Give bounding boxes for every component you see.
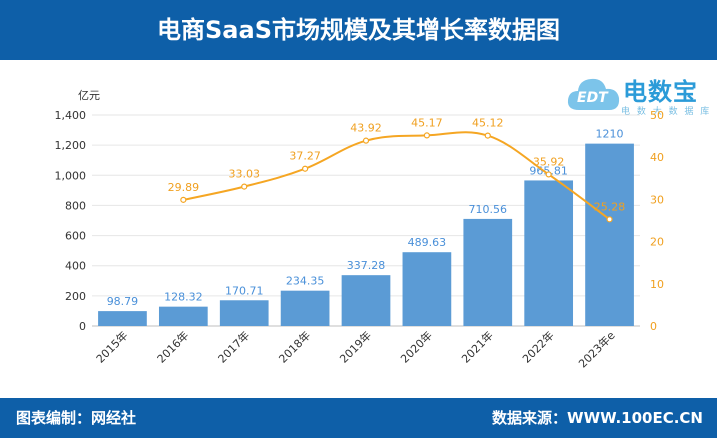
edt-logo: EDT 电数宝 电 数 大 数 据 库: [565, 66, 715, 126]
bar: [524, 180, 574, 326]
bar-value-label: 170.71: [225, 284, 264, 297]
x-tick-label: 2023年e: [575, 328, 617, 370]
x-tick-label: 2019年: [337, 328, 374, 365]
x-tick-label: 2016年: [154, 328, 191, 365]
y-axis-unit: 亿元: [78, 89, 100, 102]
bar: [98, 311, 147, 326]
line-value-label: 33.03: [228, 168, 260, 181]
bar-value-label: 98.79: [107, 295, 139, 308]
line-point: [302, 165, 309, 172]
x-tick-label: 2022年: [519, 328, 556, 365]
line-value-label: 45.12: [472, 117, 504, 130]
chart: 0 200 400 600 800 1,000 1,200 1,400 亿元 0 10 20 30 40 5…: [55, 89, 665, 370]
line-point: [484, 132, 491, 139]
y-tick-label: 600: [65, 230, 86, 243]
logo-sub-text: 电 数 大 数 据 库: [621, 107, 712, 117]
x-tick-label: 2018年: [276, 328, 313, 365]
bar: [158, 306, 208, 326]
bar-value-label: 234.35: [286, 275, 325, 288]
bar-value-label: 710.56: [469, 203, 508, 216]
line-value-label: 37.27: [289, 150, 321, 163]
line-value-label: 35.92: [533, 155, 565, 168]
y-tick-label: 400: [65, 260, 86, 273]
y-tick-label: 1,000: [55, 169, 87, 182]
y2-tick-label: 30: [650, 193, 664, 206]
y-tick-label: 1,400: [55, 109, 87, 122]
x-tick-label: 2015年: [93, 328, 130, 365]
cloud-icon: [567, 78, 620, 110]
y-tick-label: 800: [65, 199, 86, 212]
bar: [585, 143, 634, 326]
y2-tick-label: 50: [650, 109, 664, 122]
line-point: [606, 216, 613, 223]
footer-bar: 图表编制：网经社 数据来源：WWW.100EC.CN: [0, 398, 717, 438]
bar-value-label: 337.28: [347, 259, 386, 272]
y2-tick-label: 0: [650, 320, 657, 333]
line-point: [362, 137, 370, 144]
bar: [402, 252, 452, 326]
line-point: [241, 183, 248, 190]
bar: [219, 300, 269, 326]
x-tick-label: 2017年: [215, 328, 252, 365]
header-bar: 电商SaaS市场规模及其增长率数据图: [0, 0, 717, 60]
bar-value-label: 128.32: [164, 291, 203, 304]
footer-source: 数据来源：WWW.100EC.CN: [492, 409, 703, 427]
y-tick-label: 0: [79, 320, 86, 333]
logo-badge: EDT: [577, 90, 608, 106]
line-value-label: 43.92: [350, 122, 382, 135]
x-tick-label: 2021年: [458, 328, 495, 365]
bar-value-label: 1210: [596, 128, 624, 141]
y-tick-label: 1,200: [55, 139, 87, 152]
y2-tick-label: 10: [650, 278, 664, 291]
line-point: [423, 132, 430, 139]
y-tick-label: 200: [65, 290, 86, 303]
line-value-label: 25.28: [594, 200, 626, 213]
y2-tick-label: 20: [650, 236, 664, 249]
bar-value-label: 489.63: [408, 236, 447, 249]
bar: [341, 275, 391, 326]
x-tick-label: 2020年: [398, 328, 435, 365]
line-value-label: 45.17: [411, 116, 443, 129]
page-title: 电商SaaS市场规模及其增长率数据图: [157, 16, 560, 44]
bar: [280, 290, 330, 326]
y2-tick-label: 40: [650, 151, 664, 164]
line-point: [180, 196, 187, 203]
logo-main-text: 电数宝: [623, 78, 698, 106]
line-value-label: 29.89: [168, 181, 200, 194]
line-point: [545, 171, 552, 178]
footer-credit: 图表编制：网经社: [16, 409, 137, 427]
bar: [463, 218, 513, 326]
